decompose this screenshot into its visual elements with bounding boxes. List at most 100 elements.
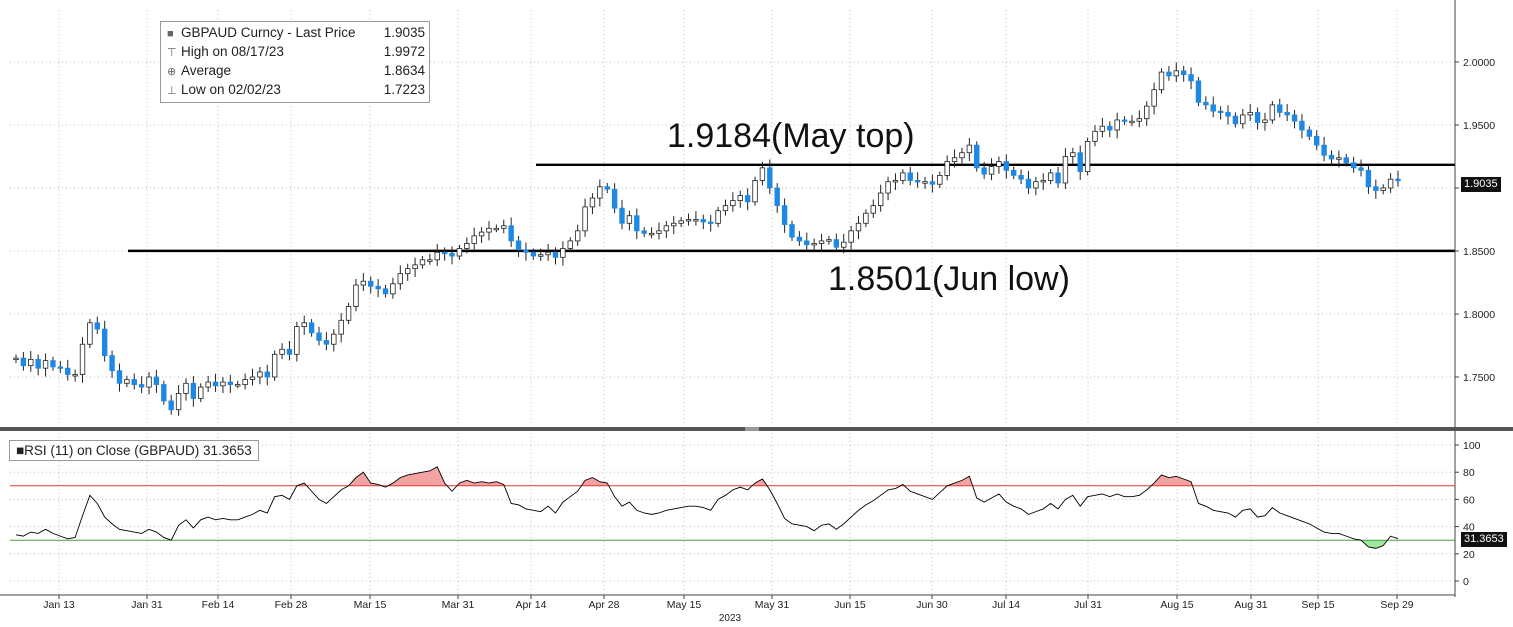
candle-up	[331, 333, 337, 345]
candle-down	[767, 167, 773, 189]
rsi-overbought-fill	[387, 466, 448, 486]
candle-down	[530, 251, 537, 257]
candle-up	[493, 227, 500, 231]
candle-down	[1284, 112, 1290, 116]
candle-down	[796, 236, 803, 242]
price-y-tick-label: 1.8500	[1463, 246, 1495, 258]
candle-down	[1254, 112, 1261, 123]
candle-up	[28, 358, 34, 367]
candle-down	[1291, 114, 1298, 122]
legend-value: 1.8634	[383, 63, 425, 78]
candle-up	[1387, 178, 1394, 189]
x-tick-label: Mar 31	[442, 599, 475, 611]
candle-up	[937, 174, 943, 185]
candle-up	[988, 166, 995, 175]
candle-up	[818, 240, 825, 244]
candle-up	[1047, 172, 1054, 181]
candle-up	[257, 371, 263, 378]
candle-down	[1018, 174, 1024, 180]
candle-down	[611, 188, 618, 209]
legend-value: 1.7223	[383, 82, 425, 97]
candle-up	[220, 381, 226, 387]
candle-down	[708, 221, 714, 224]
candle-up	[501, 225, 507, 229]
candle-up	[685, 219, 692, 222]
candle-down	[368, 280, 374, 287]
candle-up	[279, 348, 285, 355]
candle-up	[848, 230, 854, 243]
candle-up	[648, 232, 655, 236]
candle-up	[235, 384, 241, 387]
candle-up	[900, 172, 906, 181]
candle-down	[907, 172, 913, 181]
high-marker-icon: ⊤	[167, 47, 177, 59]
price-y-tick-label: 2.0000	[1463, 57, 1495, 69]
candle-up	[1092, 130, 1098, 142]
candle-up	[730, 200, 736, 207]
candle-up	[1380, 187, 1386, 191]
candle-down	[109, 355, 115, 372]
candle-up	[301, 322, 307, 328]
candle-up	[944, 161, 950, 176]
candle-up	[72, 374, 78, 377]
jun-low-annotation: 1.8501(Jun low)	[828, 260, 1070, 298]
candle-down	[131, 379, 137, 385]
candle-up	[656, 230, 662, 234]
candle-down	[1107, 125, 1113, 131]
candle-down	[1077, 152, 1083, 173]
candle-down	[190, 382, 197, 399]
candle-down	[50, 360, 56, 368]
candle-up	[574, 230, 581, 242]
candle-up	[892, 180, 899, 183]
candle-down	[1299, 120, 1305, 131]
candle-up	[663, 225, 670, 232]
candle-down	[641, 230, 647, 234]
candle-up	[390, 283, 396, 295]
rsi-y-tick-label: 100	[1463, 440, 1481, 452]
legend-label: Low on 02/02/23	[181, 82, 281, 97]
candle-up	[538, 254, 544, 257]
rsi-line	[15, 466, 1399, 549]
x-tick-label: Jan 13	[43, 599, 75, 611]
black-square-icon: ■	[16, 443, 25, 458]
candle-up	[42, 360, 49, 369]
rsi-fill-layer	[296, 466, 1388, 549]
candle-up	[1269, 104, 1276, 121]
candle-up	[1262, 119, 1268, 123]
candle-down	[804, 240, 810, 246]
frame-layer	[0, 0, 1513, 597]
candle-down	[286, 348, 293, 355]
candle-down	[1365, 169, 1372, 188]
candle-up	[1099, 125, 1106, 132]
may-top-annotation: 1.9184(May top)	[667, 117, 915, 155]
candle-up	[870, 205, 876, 214]
candle-up	[693, 219, 699, 222]
candle-down	[1003, 161, 1010, 171]
x-year-label: 2023	[719, 613, 742, 622]
candle-up	[412, 264, 418, 270]
candle-up	[1033, 181, 1039, 189]
candle-down	[1225, 112, 1231, 117]
rsi-legend: ■RSI (11) on Close (GBPAUD) 31.3653	[9, 440, 259, 461]
price-lines-layer	[128, 163, 1455, 253]
last-price-tag: 1.9035	[1461, 177, 1501, 192]
candle-down	[1306, 129, 1313, 137]
candle-down	[1321, 144, 1327, 156]
candle-up	[79, 343, 86, 375]
candle-down	[604, 186, 610, 190]
candle-up	[175, 392, 182, 411]
candle-up	[1158, 71, 1165, 91]
candle-down	[1314, 135, 1320, 146]
rsi-y-tick-label: 80	[1463, 467, 1475, 479]
price-legend: ■ GBPAUD Curncy - Last Price 1.9035 ⊤ High…	[160, 21, 430, 103]
candle-down	[515, 240, 522, 251]
rsi-legend-label: RSI (11) on Close (GBPAUD) 31.3653	[24, 443, 252, 458]
candle-up	[678, 220, 684, 224]
legend-label: Average	[181, 63, 232, 78]
candle-down	[1277, 104, 1283, 113]
candle-down	[1166, 71, 1172, 77]
candle-up	[294, 326, 300, 355]
candle-up	[183, 382, 189, 394]
candle-down	[1395, 178, 1401, 182]
x-tick-label: Sep 29	[1380, 599, 1413, 611]
